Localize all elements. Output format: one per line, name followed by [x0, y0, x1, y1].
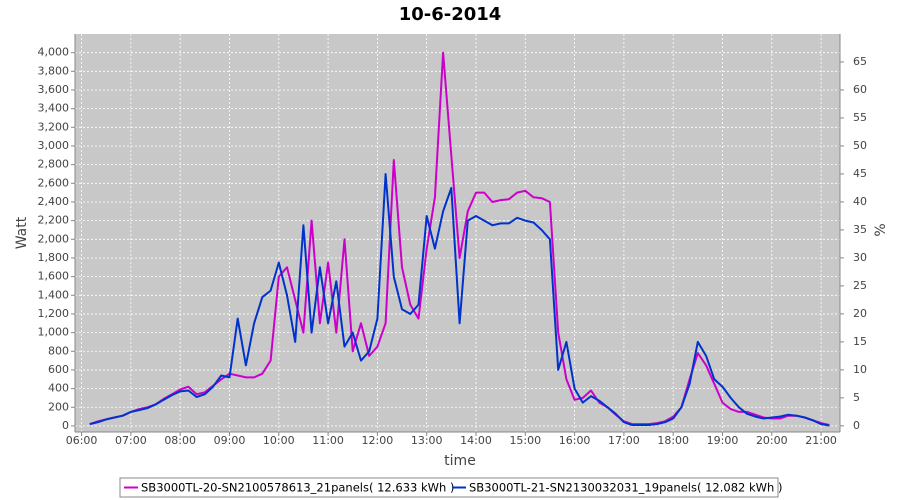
- y-tick-label: 400: [48, 382, 69, 395]
- x-tick-label: 17:00: [608, 434, 640, 447]
- y2-axis-label: %: [873, 223, 889, 236]
- y-tick-label: 800: [48, 344, 69, 357]
- y2-tick-label: 50: [853, 139, 867, 152]
- y-tick-label: 2,600: [38, 176, 70, 189]
- y2-tick-label: 55: [853, 111, 867, 124]
- y-tick-label: 1,200: [38, 307, 70, 320]
- y-tick-label: 3,200: [38, 120, 70, 133]
- y2-tick-label: 60: [853, 83, 867, 96]
- x-tick-label: 19:00: [707, 434, 739, 447]
- y2-tick-label: 35: [853, 223, 867, 236]
- y-tick-label: 3,400: [38, 102, 70, 115]
- y2-tick-label: 30: [853, 251, 867, 264]
- x-tick-label: 18:00: [657, 434, 689, 447]
- y2-tick-label: 15: [853, 335, 867, 348]
- x-tick-label: 12:00: [362, 434, 394, 447]
- series-line: [89, 173, 830, 427]
- y-tick-label: 1,600: [38, 270, 70, 283]
- y-tick-label: 1,800: [38, 251, 70, 264]
- y2-tick-label: 25: [853, 279, 867, 292]
- y-tick-label: 3,000: [38, 139, 70, 152]
- x-tick-label: 06:00: [66, 434, 98, 447]
- y-tick-label: 3,600: [38, 83, 70, 96]
- y2-tick-label: 20: [853, 307, 867, 320]
- y-tick-label: 4,000: [38, 46, 70, 59]
- y-tick-label: 1,000: [38, 326, 70, 339]
- y-axis-label: Watt: [14, 216, 30, 249]
- y-tick-label: 2,400: [38, 195, 70, 208]
- y-tick-label: 1,400: [38, 288, 70, 301]
- y-tick-label: 2,200: [38, 214, 70, 227]
- legend-label: SB3000TL-21-SN2130032031_19panels( 12.08…: [469, 481, 782, 495]
- x-axis-label: time: [444, 453, 476, 469]
- legend: [119, 477, 779, 498]
- legend-label: SB3000TL-20-SN2100578613_21panels( 12.63…: [141, 481, 454, 495]
- x-tick-label: 09:00: [214, 434, 246, 447]
- y-tick-label: 3,800: [38, 64, 70, 77]
- x-tick-label: 21:00: [805, 434, 837, 447]
- y2-tick-label: 40: [853, 195, 867, 208]
- x-tick-label: 11:00: [312, 434, 344, 447]
- y2-tick-label: 10: [853, 363, 867, 376]
- y-tick-label: 2,000: [38, 232, 70, 245]
- y2-tick-label: 45: [853, 167, 867, 180]
- y-tick-label: 0: [62, 419, 69, 432]
- x-tick-label: 08:00: [164, 434, 196, 447]
- x-tick-label: 14:00: [460, 434, 492, 447]
- y-tick-label: 600: [48, 363, 69, 376]
- y2-tick-label: 5: [853, 391, 860, 404]
- chart-title: 10-6-2014: [399, 4, 502, 25]
- y2-tick-label: 65: [853, 55, 867, 68]
- x-tick-label: 15:00: [509, 434, 541, 447]
- y2-tick-label: 0: [853, 419, 860, 432]
- x-tick-label: 13:00: [411, 434, 443, 447]
- x-tick-label: 10:00: [263, 434, 295, 447]
- x-tick-label: 16:00: [559, 434, 591, 447]
- x-tick-label: 07:00: [115, 434, 147, 447]
- y-tick-label: 2,800: [38, 158, 70, 171]
- y-tick-label: 200: [48, 400, 69, 413]
- x-tick-label: 20:00: [756, 434, 788, 447]
